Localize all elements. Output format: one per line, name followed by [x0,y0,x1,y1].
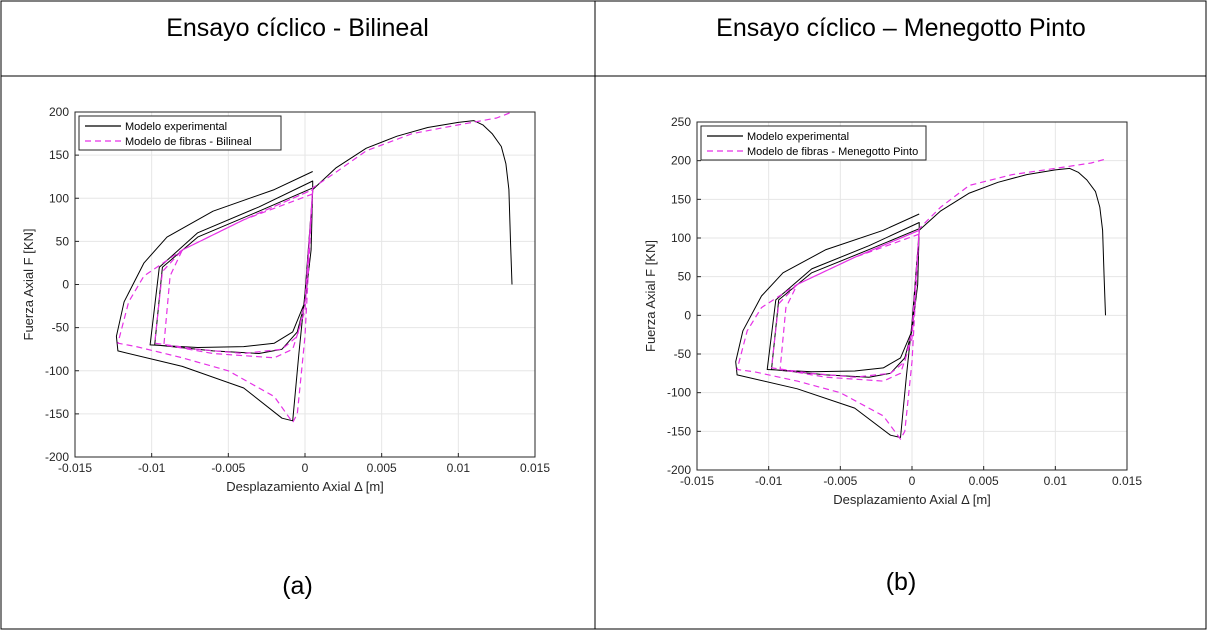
series-fibras-line [117,111,513,424]
x-tick-label: 0.015 [520,461,550,475]
y-tick-label: -100 [45,364,69,378]
legend-entry: Modelo de fibras - Menegotto Pinto [747,146,918,158]
x-tick-label: -0.005 [211,461,245,475]
series-experimental-line [735,167,1106,438]
y-tick-label: -200 [667,463,691,477]
y-tick-label: -50 [52,321,70,335]
legend-box [700,125,927,161]
y-tick-label: -150 [667,424,691,438]
y-tick-label: -100 [667,386,691,400]
legend-entry: Modelo experimental [747,131,849,143]
y-tick-label: 200 [49,105,69,119]
x-tick-label: -0.005 [823,474,857,488]
series-fibras-line [736,158,1106,440]
x-tick-label: 0.005 [367,461,397,475]
y-tick-label: 0 [684,308,691,322]
x-tick-label: -0.01 [138,461,166,475]
x-tick-label: 0.005 [969,474,999,488]
x-tick-label: 0 [909,474,916,488]
y-axis-label: Fuerza Axial F [KN] [643,240,658,352]
y-tick-label: 50 [678,270,692,284]
y-tick-label: 100 [671,231,691,245]
x-axis-label: Desplazamiento Axial Δ [m] [833,492,991,507]
y-tick-label: 0 [62,278,69,292]
y-tick-label: 200 [671,154,691,168]
x-axis-label: Desplazamiento Axial Δ [m] [226,479,384,494]
y-tick-label: -200 [45,450,69,464]
chart-right: -0.015 -0.01 -0.005 0 0.005 0.01 0.015 -200 -150… [643,115,1142,507]
x-tick-label: 0.01 [1044,474,1068,488]
left-panel-title: Ensayo cíclico - Bilineal [166,14,429,42]
left-panel-caption: (a) [282,572,313,600]
series-experimental-line [115,120,513,422]
y-tick-label: 100 [49,191,69,205]
y-axis-label: Fuerza Axial F [KN] [21,229,36,341]
legend-box [78,115,282,151]
x-tick-label: 0.01 [447,461,471,475]
x-tick-label: -0.015 [680,474,714,488]
right-panel-caption: (b) [885,568,917,596]
x-tick-label: -0.015 [58,461,92,475]
y-tick-label: -50 [674,347,692,361]
y-tick-label: -150 [45,407,69,421]
y-tick-label: 250 [671,115,691,129]
right-panel-title: Ensayo cíclico – Menegotto Pinto [716,14,1086,42]
x-tick-label: 0.015 [1112,474,1142,488]
chart-left: -0.015 -0.01 -0.005 0 0.005 0.01 0.015 -200 -150… [21,105,550,494]
x-tick-label: 0 [302,461,309,475]
y-tick-label: 150 [671,192,691,206]
y-tick-label: 150 [49,148,69,162]
x-tick-label: -0.01 [755,474,783,488]
legend-entry: Modelo experimental [125,121,227,133]
legend-entry: Modelo de fibras - Bilineal [125,136,252,148]
y-tick-label: 50 [56,234,70,248]
